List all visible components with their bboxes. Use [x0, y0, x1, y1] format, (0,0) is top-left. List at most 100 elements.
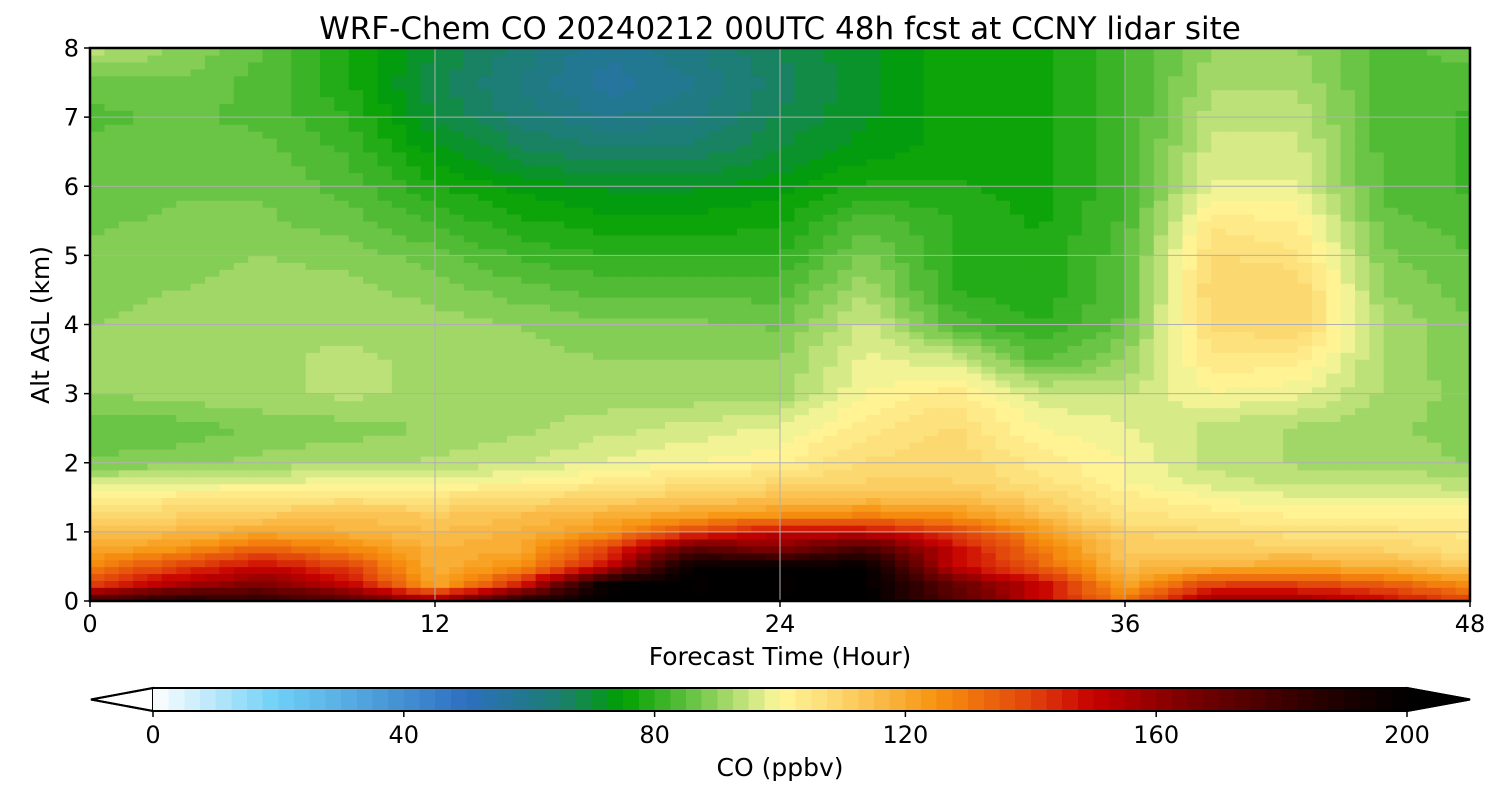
heatmap-cell — [693, 248, 709, 257]
heatmap-cell — [1081, 476, 1097, 485]
heatmap-cell — [636, 269, 652, 277]
heatmap-cell — [205, 573, 221, 581]
heatmap-cell — [1412, 276, 1428, 284]
heatmap-cell — [1153, 407, 1169, 416]
heatmap-cell — [1182, 407, 1198, 416]
heatmap-cell — [578, 594, 594, 601]
heatmap-cell — [1053, 566, 1069, 575]
heatmap-cell — [621, 448, 637, 457]
heatmap-cell — [650, 476, 666, 485]
heatmap-cell — [1383, 580, 1399, 588]
heatmap-cell — [650, 262, 666, 270]
heatmap-cell — [550, 573, 566, 581]
heatmap-cell — [1326, 545, 1342, 554]
heatmap-cell — [1225, 359, 1241, 367]
heatmap-cell — [492, 331, 508, 340]
heatmap-cell — [161, 462, 177, 471]
heatmap-cell — [751, 490, 767, 499]
heatmap-cell — [406, 497, 422, 505]
heatmap-cell — [161, 303, 177, 312]
heatmap-cell — [1426, 345, 1442, 353]
heatmap-cell — [1096, 469, 1112, 478]
heatmap-cell — [334, 504, 350, 512]
heatmap-cell — [1196, 421, 1212, 429]
heatmap-cell — [650, 552, 666, 561]
heatmap-cell — [1297, 338, 1313, 346]
heatmap-cell — [1426, 400, 1442, 409]
heatmap-cell — [636, 331, 652, 340]
heatmap-cell — [1096, 511, 1112, 519]
heatmap-cell — [650, 594, 666, 601]
heatmap-cell — [650, 407, 666, 416]
heatmap-cell — [463, 345, 479, 353]
heatmap-cell — [1182, 255, 1198, 263]
heatmap-cell — [1125, 269, 1141, 277]
heatmap-cell — [1125, 531, 1141, 540]
heatmap-cell — [593, 393, 609, 402]
heatmap-cell — [981, 469, 997, 478]
heatmap-cell — [1283, 310, 1299, 319]
heatmap-cell — [607, 469, 623, 478]
heatmap-cell — [478, 573, 494, 581]
heatmap-cell — [593, 414, 609, 422]
heatmap-cell — [808, 483, 824, 492]
heatmap-cell — [693, 552, 709, 561]
heatmap-cell — [981, 573, 997, 581]
heatmap-cell — [1182, 386, 1198, 395]
heatmap-cell — [679, 552, 695, 561]
heatmap-cell — [420, 248, 436, 257]
heatmap-cell — [363, 289, 379, 298]
heatmap-cell — [1067, 483, 1083, 492]
heatmap-cell — [1211, 283, 1227, 291]
heatmap-cell — [564, 497, 580, 505]
heatmap-cell — [1383, 421, 1399, 429]
heatmap-cell — [550, 483, 566, 492]
heatmap-cell — [1196, 469, 1212, 478]
heatmap-cell — [794, 365, 810, 374]
heatmap-cell — [449, 428, 465, 436]
heatmap-cell — [1355, 393, 1371, 402]
heatmap-cell — [1355, 407, 1371, 416]
heatmap-cell — [161, 414, 177, 422]
heatmap-cell — [837, 428, 853, 436]
heatmap-cell — [406, 559, 422, 568]
heatmap-cell — [794, 331, 810, 340]
heatmap-cell — [1153, 241, 1169, 250]
heatmap-cell — [1369, 504, 1385, 512]
heatmap-cell — [1412, 580, 1428, 588]
heatmap-cell — [1168, 497, 1184, 505]
heatmap-cell — [722, 587, 738, 595]
heatmap-cell — [1455, 545, 1470, 554]
heatmap-cell — [823, 566, 839, 575]
heatmap-cell — [578, 310, 594, 319]
heatmap-cell — [1168, 324, 1184, 333]
heatmap-cell — [1398, 255, 1414, 263]
heatmap-cell — [1398, 587, 1414, 595]
heatmap-cell — [219, 428, 235, 436]
heatmap-cell — [435, 476, 451, 485]
heatmap-cell — [506, 587, 522, 595]
heatmap-cell — [607, 352, 623, 360]
heatmap-cell — [334, 511, 350, 519]
heatmap-cell — [823, 365, 839, 374]
heatmap-cell — [1340, 545, 1356, 554]
heatmap-cell — [391, 317, 407, 326]
heatmap-cell — [334, 531, 350, 540]
heatmap-cell — [550, 393, 566, 402]
heatmap-cell — [348, 324, 364, 333]
heatmap-cell — [1067, 359, 1083, 367]
heatmap-cell — [1038, 248, 1054, 257]
heatmap-cell — [1096, 483, 1112, 492]
heatmap-cell — [880, 317, 896, 326]
heatmap-cell — [851, 442, 867, 450]
heatmap-cell — [1340, 455, 1356, 464]
heatmap-cell — [1455, 552, 1470, 561]
heatmap-cell — [492, 262, 508, 270]
heatmap-cell — [1383, 283, 1399, 291]
heatmap-cell — [1196, 435, 1212, 443]
heatmap-cell — [722, 372, 738, 381]
heatmap-cell — [320, 442, 336, 450]
heatmap-cell — [1024, 524, 1040, 533]
heatmap-cell — [478, 587, 494, 595]
heatmap-cell — [205, 365, 221, 374]
